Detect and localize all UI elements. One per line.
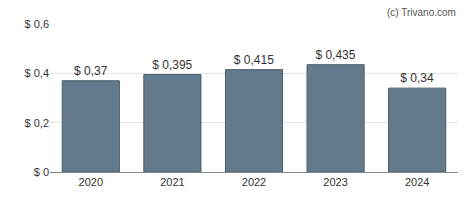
svg-text:2021: 2021	[160, 176, 184, 188]
svg-text:$ 0,6: $ 0,6	[25, 18, 49, 30]
svg-text:$ 0,2: $ 0,2	[25, 117, 49, 129]
svg-text:(c) Trivano.com: (c) Trivano.com	[387, 7, 456, 18]
svg-text:2023: 2023	[323, 176, 347, 188]
svg-text:2020: 2020	[79, 176, 103, 188]
svg-text:$ 0,415: $ 0,415	[234, 53, 274, 67]
svg-text:2022: 2022	[242, 176, 266, 188]
svg-text:$ 0,435: $ 0,435	[315, 48, 355, 62]
svg-text:$ 0,395: $ 0,395	[152, 58, 192, 72]
svg-text:2024: 2024	[405, 176, 429, 188]
svg-text:$ 0: $ 0	[34, 166, 49, 178]
svg-text:$ 0,37: $ 0,37	[74, 64, 108, 78]
svg-text:$ 0,4: $ 0,4	[25, 67, 49, 79]
svg-text:$ 0,34: $ 0,34	[400, 71, 434, 85]
